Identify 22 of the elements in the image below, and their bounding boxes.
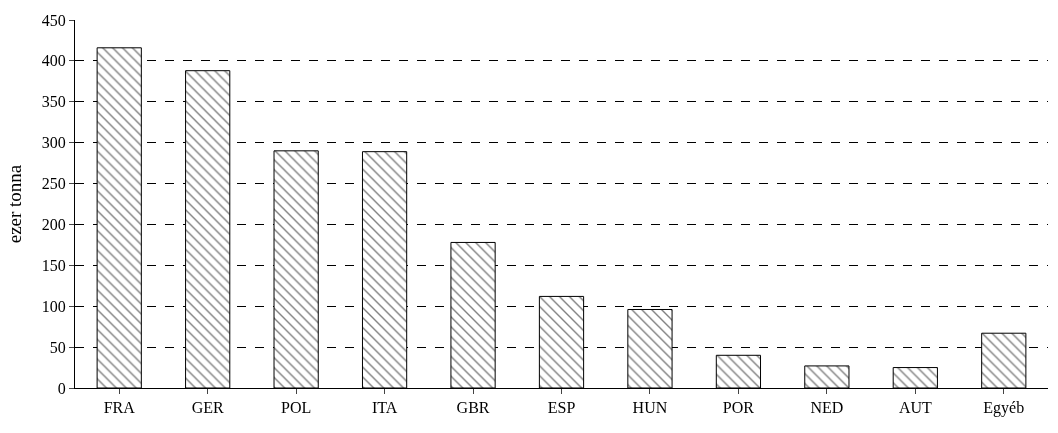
x-tick-label: GBR [456,399,490,417]
x-tick-label: ITA [371,399,398,417]
y-tick-label: 100 [41,297,66,315]
y-tick-label: 250 [41,175,66,193]
x-tick-label: NED [810,399,844,417]
y-tick-label: 50 [49,338,66,356]
x-tick-label: GER [191,399,225,417]
x-tick-label: AUT [898,399,932,417]
y-tick-label: 150 [41,256,66,274]
y-tick-label: 350 [41,93,66,111]
x-tick-label: Egyéb [983,399,1025,418]
y-tick-label: 450 [41,11,66,29]
x-tick-label: HUN [632,399,668,417]
y-tick-label: 400 [41,52,66,70]
y-tick-label: 0 [57,379,66,397]
y-tick-label: 300 [41,134,66,152]
x-tick-label: POL [281,399,312,417]
x-tick-label: ESP [547,399,576,417]
x-tick-label: POR [722,399,755,417]
x-tick-label: FRA [103,399,136,417]
y-tick-label: 200 [41,216,66,234]
y-axis-title: ezer tonna [3,164,25,244]
